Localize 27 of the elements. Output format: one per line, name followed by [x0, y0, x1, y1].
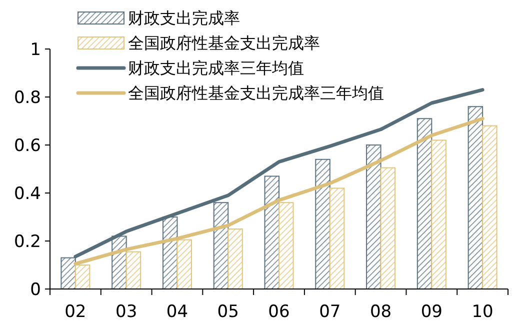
x-tick-label: 05 — [217, 302, 239, 322]
x-tick-label: 09 — [420, 302, 442, 322]
legend-label: 全国政府性基金支出完成率三年均值 — [128, 84, 384, 103]
x-tick-label: 03 — [116, 302, 138, 322]
bar — [468, 106, 484, 290]
x-tick-label: 08 — [370, 302, 392, 322]
y-tick-label: 0.2 — [14, 232, 41, 252]
legend-label: 财政支出完成率 — [128, 8, 240, 28]
bar — [366, 144, 382, 290]
x-tick-label: 06 — [268, 302, 290, 322]
x-tick-label: 04 — [166, 302, 188, 322]
bar — [416, 118, 432, 290]
y-tick-label: 1 — [30, 40, 41, 60]
bar — [329, 188, 345, 290]
y-tick-label: 0.6 — [14, 136, 41, 156]
bar — [431, 140, 446, 290]
y-tick-label: 0.8 — [14, 88, 41, 108]
bar — [482, 125, 498, 290]
bar — [380, 167, 396, 290]
y-tick-label: 0.4 — [14, 184, 41, 204]
legend-label: 财政支出完成率三年均值 — [128, 58, 304, 78]
x-tick-label: 02 — [64, 302, 86, 322]
x-tick-label: 10 — [472, 302, 494, 322]
y-tick-label: 0 — [30, 280, 41, 300]
legend-label: 全国政府性基金支出完成率 — [128, 34, 320, 53]
bar — [315, 158, 330, 290]
x-tick-label: 07 — [319, 302, 341, 322]
